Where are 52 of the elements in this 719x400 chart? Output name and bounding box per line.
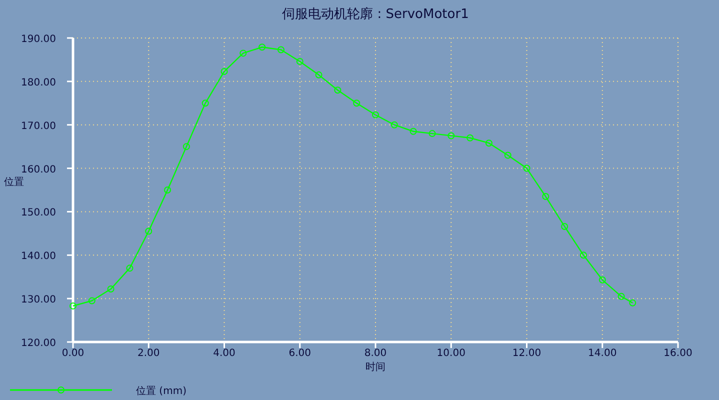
point bbox=[107, 286, 114, 293]
point bbox=[202, 100, 209, 107]
y-axis-title: 位置 bbox=[4, 176, 24, 188]
point bbox=[390, 121, 398, 128]
x-tick-label: 6.00 bbox=[288, 348, 312, 359]
point bbox=[258, 44, 266, 51]
point bbox=[70, 302, 76, 310]
x-tick-label: 2.00 bbox=[137, 348, 160, 359]
point bbox=[410, 128, 417, 135]
point bbox=[220, 68, 228, 75]
x-tick-label: 16.00 bbox=[664, 348, 692, 359]
y-tick-label: 180.00 bbox=[21, 77, 56, 88]
x-axis-title: 时间 bbox=[366, 361, 386, 373]
x-tick-label: 8.00 bbox=[364, 348, 387, 359]
point bbox=[428, 130, 436, 138]
y-tick-label: 130.00 bbox=[21, 294, 56, 306]
y-tick-label: 170.00 bbox=[21, 120, 56, 132]
x-tick-label: 4.00 bbox=[213, 348, 236, 359]
point bbox=[485, 140, 492, 147]
point bbox=[448, 132, 455, 140]
point bbox=[523, 164, 530, 172]
chart-title: 伺服电动机轮廓 : ServoMotor1 bbox=[282, 7, 469, 22]
y-tick-label: 150.00 bbox=[21, 208, 56, 219]
point bbox=[504, 152, 512, 159]
point bbox=[315, 71, 322, 78]
point bbox=[542, 193, 550, 200]
x-tick-label: 10.00 bbox=[436, 348, 466, 359]
y-tick-label: 190.00 bbox=[21, 34, 56, 45]
point bbox=[240, 50, 247, 57]
point bbox=[580, 252, 587, 259]
point bbox=[334, 86, 342, 94]
point bbox=[277, 46, 284, 54]
point bbox=[598, 276, 606, 284]
point bbox=[164, 186, 172, 194]
y-tick-label: 120.00 bbox=[21, 338, 56, 349]
point bbox=[182, 143, 190, 150]
y-tick-label: 160.00 bbox=[21, 164, 56, 176]
point bbox=[353, 100, 360, 107]
point bbox=[145, 228, 152, 235]
point bbox=[629, 299, 636, 306]
text: 位置 (mm) bbox=[136, 385, 187, 397]
x-tick-label: 0.00 bbox=[62, 348, 84, 359]
x-tick-label: 14.00 bbox=[588, 348, 617, 359]
x-tick-label: 12.00 bbox=[512, 348, 542, 359]
point bbox=[296, 58, 304, 65]
point bbox=[618, 292, 625, 300]
point bbox=[372, 111, 379, 118]
y-tick-label: 140.00 bbox=[21, 251, 56, 262]
point bbox=[561, 222, 568, 230]
point bbox=[126, 264, 134, 272]
point bbox=[88, 297, 96, 304]
point bbox=[466, 134, 474, 142]
